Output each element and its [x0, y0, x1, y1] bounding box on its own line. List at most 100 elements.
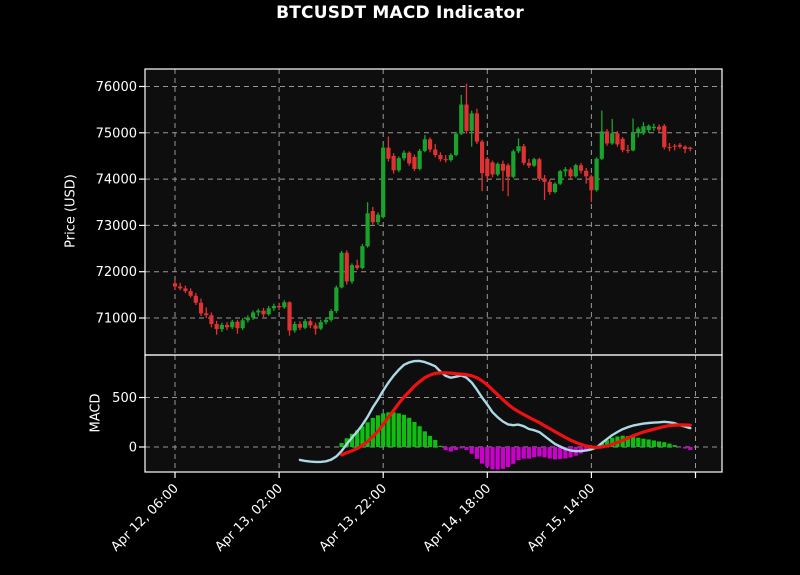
- macd-line: [298, 359, 692, 464]
- histogram-bar: [464, 447, 469, 450]
- histogram-bar: [490, 447, 495, 470]
- candle-body: [532, 159, 537, 166]
- histogram-bar: [656, 441, 662, 447]
- candle-body: [407, 152, 412, 164]
- histogram-bar: [542, 447, 547, 458]
- price-tick-label: 76000: [96, 80, 137, 95]
- candle-body: [329, 311, 334, 320]
- histogram-bar: [407, 417, 412, 447]
- histogram-bar: [641, 438, 646, 447]
- candle-body: [365, 213, 370, 247]
- candle-body: [344, 252, 349, 282]
- candle-body: [417, 150, 422, 169]
- histogram-bar: [682, 447, 688, 449]
- chart-title: BTCUSDT MACD Indicator: [276, 3, 524, 23]
- candle-body: [256, 310, 261, 313]
- histogram-bar: [401, 414, 407, 447]
- histogram-bar: [443, 447, 448, 451]
- histogram-bar: [412, 421, 417, 447]
- candle-body: [682, 146, 688, 150]
- candle-body: [573, 165, 578, 177]
- signal-line: [340, 371, 692, 457]
- histogram-bar: [469, 447, 474, 454]
- candle-body: [615, 133, 620, 145]
- candle-body: [459, 104, 464, 134]
- candle-body: [479, 141, 485, 174]
- candle-body: [578, 165, 584, 171]
- histogram-bar: [459, 447, 464, 449]
- candle-body: [636, 128, 641, 134]
- candle-body: [313, 325, 318, 329]
- histogram-bar: [381, 413, 386, 447]
- candle-body: [490, 162, 495, 175]
- candle-body: [219, 324, 224, 330]
- candle-body: [339, 252, 344, 288]
- histogram-bar: [339, 443, 344, 447]
- histogram-bar: [511, 447, 516, 464]
- candle-body: [563, 169, 568, 172]
- axis-ticks: [139, 85, 697, 478]
- price-tick-label: 73000: [96, 219, 137, 234]
- histogram-bar: [636, 437, 641, 447]
- candle-body: [521, 146, 526, 163]
- candle-body: [401, 152, 407, 159]
- candle-body: [360, 246, 365, 268]
- candle-body: [318, 322, 323, 329]
- histogram-bar: [355, 430, 360, 447]
- candle-body: [235, 321, 240, 329]
- candle-body: [646, 125, 651, 131]
- candle-body: [224, 324, 230, 328]
- candle-body: [542, 178, 547, 182]
- candle-body: [282, 302, 287, 308]
- histogram-bar: [453, 447, 459, 450]
- histogram-bar: [349, 433, 355, 447]
- price-tick-label: 71000: [96, 312, 137, 327]
- macd-panel-border: [144, 354, 723, 473]
- candle-body: [381, 147, 386, 218]
- candle-body: [495, 163, 500, 175]
- candle-body: [558, 171, 563, 184]
- histogram-bar: [396, 413, 401, 447]
- candle-body: [443, 159, 448, 161]
- x-tick-label: Apr 15, 14:00: [525, 481, 598, 554]
- histogram-bar: [360, 426, 365, 447]
- histogram-bar: [646, 439, 651, 447]
- histogram-bar: [625, 436, 630, 447]
- candle-body: [277, 305, 282, 308]
- candle-body: [599, 131, 604, 159]
- candle-body: [349, 265, 355, 282]
- candle-body: [396, 158, 401, 171]
- candle-body: [610, 133, 615, 144]
- candle-body: [391, 155, 396, 171]
- histogram-bar: [610, 437, 615, 447]
- histogram-bar: [448, 447, 453, 452]
- candle-body: [323, 319, 329, 323]
- candle-body: [516, 146, 521, 152]
- candle-body: [386, 147, 391, 159]
- candle-body: [172, 283, 178, 287]
- histogram-bar: [563, 447, 568, 459]
- candle-body: [266, 308, 271, 315]
- histogram-bar: [532, 447, 537, 458]
- candle-body: [651, 126, 656, 129]
- candlestick-series: [172, 83, 693, 336]
- candle-body: [589, 176, 594, 191]
- candle-body: [594, 158, 599, 191]
- candle-body: [604, 131, 610, 144]
- macd-tick-label: 500: [112, 391, 137, 406]
- candle-body: [193, 295, 198, 303]
- histogram-bar: [688, 447, 693, 450]
- candle-body: [511, 151, 516, 177]
- candle-body: [303, 321, 308, 328]
- histogram-bar: [485, 447, 490, 467]
- candle-body: [625, 149, 630, 151]
- price-panel-bg: [145, 69, 722, 355]
- candle-body: [183, 288, 188, 292]
- candle-body: [198, 302, 204, 314]
- candle-body: [485, 158, 490, 177]
- candle-body: [297, 324, 303, 328]
- candle-body: [355, 265, 360, 268]
- histogram-bar: [599, 443, 604, 447]
- candle-body: [526, 162, 532, 166]
